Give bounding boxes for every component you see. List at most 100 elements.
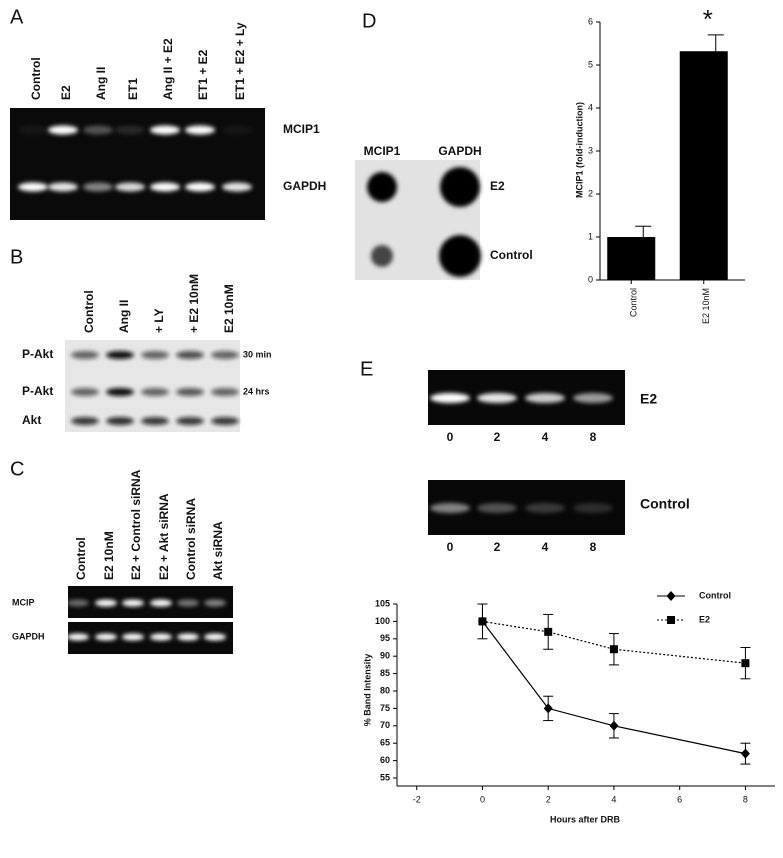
gel-band [150, 125, 180, 135]
y-tick-label: 0 [588, 274, 593, 284]
panel-label: E [360, 358, 373, 380]
row-label: E2 [490, 179, 505, 193]
lane-label: 0 [447, 430, 454, 444]
lane-label: Control siRNA [184, 498, 198, 580]
gel-band [573, 503, 613, 513]
gel-band [150, 182, 180, 192]
dot [439, 235, 481, 277]
annotation: * [703, 4, 713, 34]
row-label: MCIP1 [283, 122, 320, 136]
y-axis-label: % Band Intensity [362, 654, 372, 727]
data-point [609, 645, 618, 654]
blot-band [106, 388, 134, 396]
y-tick-label: 1 [588, 231, 593, 241]
gel-band [177, 633, 199, 641]
legend-label: Control [699, 590, 731, 600]
lane-label: Control [29, 57, 43, 100]
gel-band [430, 393, 470, 403]
gel-band [95, 633, 117, 641]
bar [679, 51, 728, 280]
blot-band [211, 388, 239, 396]
y-tick-label: 85 [380, 668, 390, 678]
data-point [609, 720, 619, 731]
column-label: GAPDH [438, 144, 481, 158]
time-label: 30 min [243, 349, 272, 359]
gel-band [222, 125, 252, 135]
y-tick-label: 60 [380, 755, 390, 765]
series-line [482, 620, 746, 664]
y-tick-label: 5 [588, 59, 593, 69]
x-axis-label: Hours after DRB [550, 814, 621, 824]
lane-label: E2 10nM [102, 531, 116, 580]
lane-label: 2 [494, 540, 501, 554]
y-tick-label: 90 [380, 651, 390, 661]
lane-label: E2 [59, 85, 73, 100]
gel-band [150, 633, 172, 641]
lane-label: 4 [542, 430, 549, 444]
x-tick-label: E2 10nM [701, 288, 711, 324]
gel-band [222, 182, 252, 192]
legend-label: E2 [699, 614, 710, 624]
lane-label: 4 [542, 540, 549, 554]
lane-label: Ang II [94, 67, 108, 100]
row-label: P-Akt [22, 347, 53, 361]
y-tick-label: 95 [380, 633, 390, 643]
panel-label: C [10, 458, 24, 480]
row-label: Akt [22, 413, 41, 427]
y-tick-label: 105 [375, 598, 390, 608]
error-bar [707, 34, 724, 52]
gel-band [48, 182, 78, 192]
y-tick-label: 4 [588, 102, 593, 112]
x-tick-label: 0 [480, 794, 485, 804]
gel-band [83, 182, 113, 192]
gel-band [477, 393, 517, 403]
blot-band [141, 388, 169, 396]
gel-band [430, 503, 470, 513]
gel-band [48, 125, 78, 135]
blot-band [176, 388, 204, 396]
gel-band [67, 599, 89, 607]
y-tick-label: 3 [588, 145, 593, 155]
row-label: MCIP [12, 597, 35, 607]
blot-band [106, 351, 134, 359]
series-line [481, 621, 746, 755]
gel-band [122, 633, 144, 641]
lane-label: E2 + Control siRNA [129, 469, 143, 580]
y-tick-label: 75 [380, 703, 390, 713]
column-label: MCIP1 [364, 144, 401, 158]
gel-band [177, 599, 199, 607]
lane-label: ET1 + E2 + Ly [233, 22, 247, 100]
y-tick-label: 55 [380, 772, 390, 782]
gel-band [18, 125, 48, 135]
lane-label: 8 [590, 540, 597, 554]
gel-band [95, 599, 117, 607]
y-tick-label: 70 [380, 720, 390, 730]
gel [10, 108, 265, 220]
gel-band [525, 393, 565, 403]
dot [367, 172, 397, 202]
blot-band [176, 417, 204, 425]
y-tick-label: 2 [588, 188, 593, 198]
blot-band [211, 417, 239, 425]
lane-label: Ang II + E2 [161, 38, 175, 100]
gel-band [185, 125, 215, 135]
gel-band [115, 182, 145, 192]
gel-band [67, 633, 89, 641]
y-axis-label: MCIP1 (fold-induction) [574, 102, 584, 198]
lane-label: 8 [590, 430, 597, 444]
dot [440, 167, 480, 207]
gel-band [18, 182, 48, 192]
error-bar [635, 225, 652, 237]
gel-band [204, 633, 226, 641]
lane-label: ET1 + E2 [196, 49, 210, 100]
blot-band [211, 351, 239, 359]
row-label: GAPDH [283, 179, 326, 193]
row-label: Control [490, 248, 533, 262]
time-label: 24 hrs [243, 386, 270, 396]
y-tick-label: 80 [380, 685, 390, 695]
gel-band [83, 125, 113, 135]
gel-band [185, 182, 215, 192]
data-point [544, 627, 553, 636]
